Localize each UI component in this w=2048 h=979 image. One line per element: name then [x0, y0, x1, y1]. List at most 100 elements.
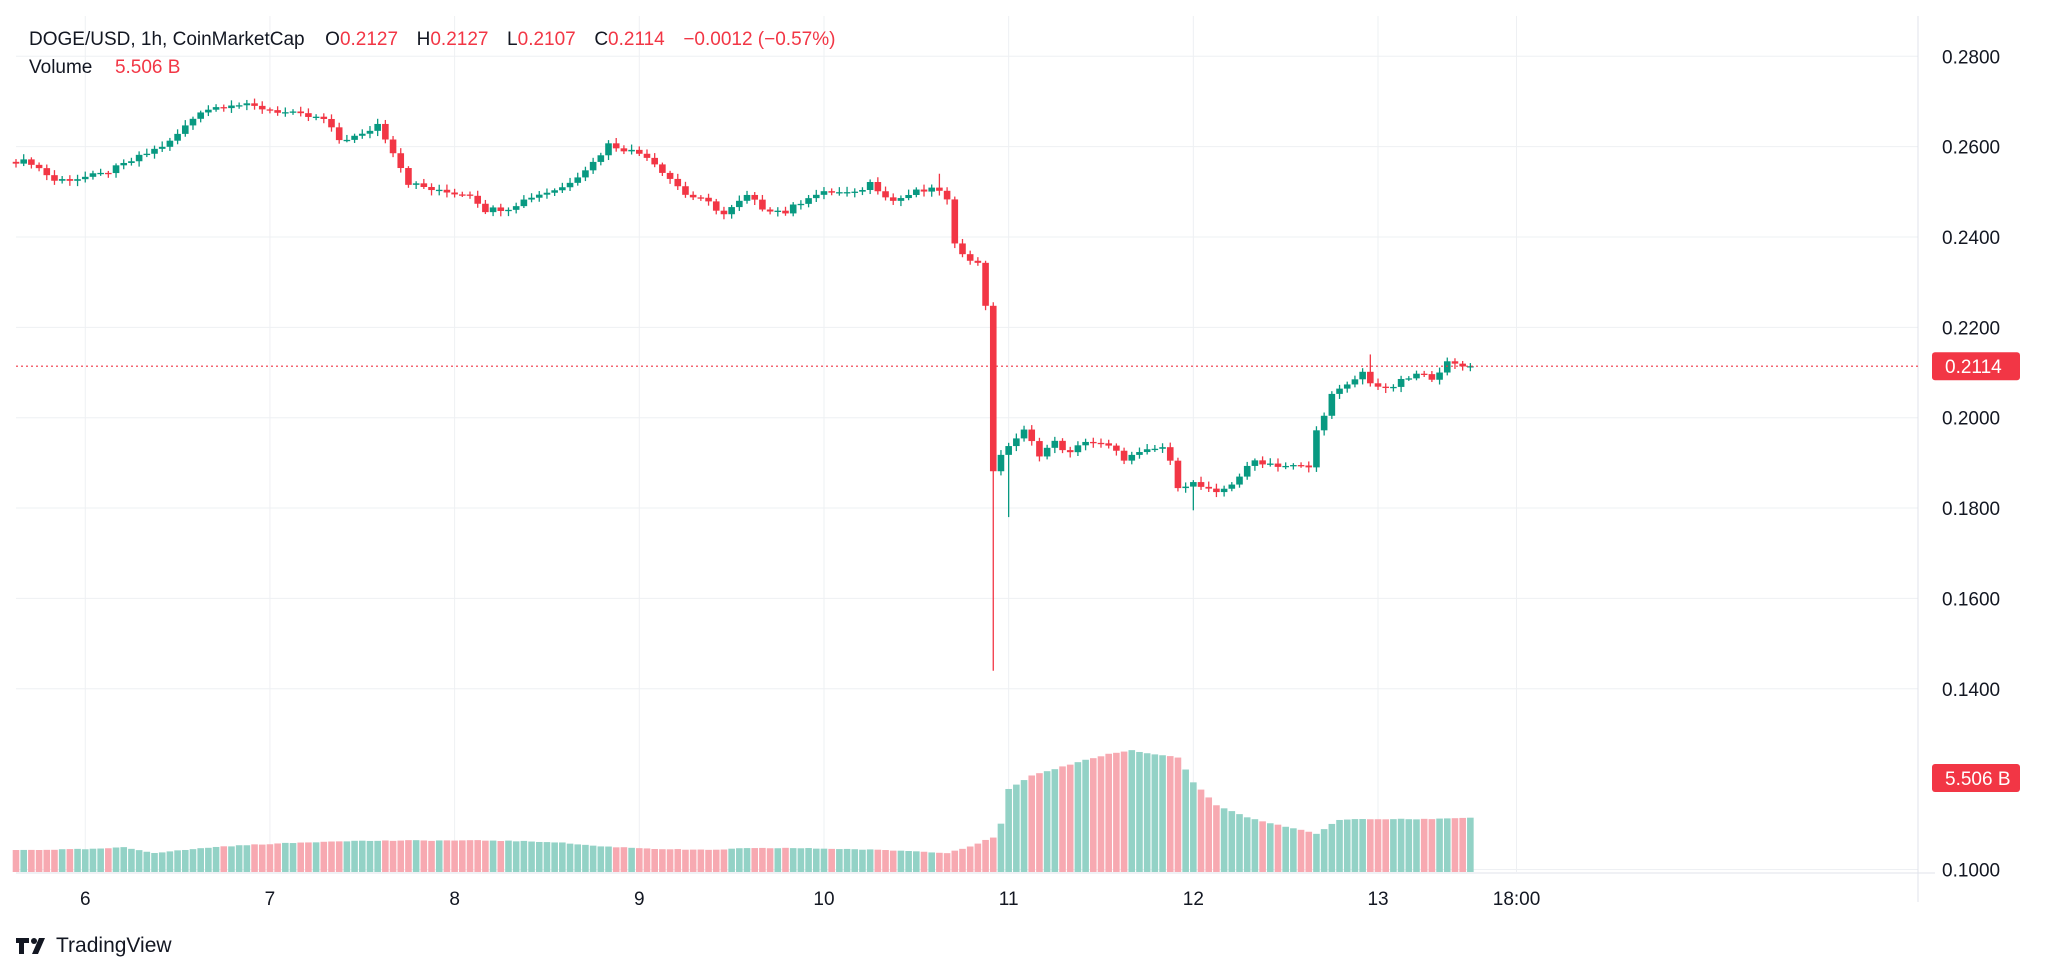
volume-bar [151, 852, 158, 872]
volume-bar [1297, 829, 1305, 872]
y-tick-label: 0.2600 [1942, 138, 2000, 159]
candle-body [297, 111, 305, 114]
volume-bar [1428, 819, 1436, 872]
volume-bars [12, 750, 1474, 872]
volume-bar [1005, 788, 1012, 872]
candle-body [1143, 449, 1151, 453]
candle-body [1128, 454, 1136, 461]
volume-bar [428, 840, 435, 872]
volume-bar [1097, 756, 1105, 872]
volume-bar [135, 850, 143, 872]
candle-body [736, 200, 743, 208]
candle-body [351, 135, 358, 140]
volume-bar [559, 842, 566, 872]
x-tick-label: 11 [999, 889, 1019, 910]
candle-body [951, 199, 959, 244]
candle-body [612, 143, 620, 149]
candle-body [551, 190, 558, 193]
volume-label[interactable]: Volume [29, 57, 93, 78]
candle-body [266, 109, 274, 111]
candle-body [1043, 447, 1051, 457]
volume-bar [882, 850, 889, 872]
volume-bar [913, 851, 920, 872]
candle-body [1305, 465, 1313, 468]
candle-body [628, 149, 635, 152]
tradingview-logo[interactable]: TradingView [16, 934, 172, 958]
volume-bar [374, 840, 381, 872]
volume-bar [1028, 775, 1036, 872]
candle-body [635, 149, 643, 154]
volume-bar [1420, 818, 1428, 872]
candle-body [1205, 486, 1213, 489]
volume-bar [66, 849, 74, 872]
volume-bar [651, 849, 658, 872]
volume-bar [43, 849, 51, 872]
candle-body [1359, 371, 1366, 380]
candle-body [974, 260, 982, 263]
candle-body [1059, 440, 1066, 451]
volume-bar [1236, 814, 1243, 872]
candle-body [405, 168, 412, 185]
volume-bar [289, 843, 297, 872]
volume-bar [1259, 821, 1266, 872]
candle-body [1097, 442, 1105, 445]
volume-bar [1336, 819, 1343, 872]
candle-body [1105, 443, 1112, 446]
volume-bar [258, 844, 266, 872]
volume-bar [35, 850, 43, 872]
candle-body [836, 192, 843, 194]
volume-bar [1436, 818, 1443, 872]
volume-bar [897, 850, 905, 872]
volume-bar [1282, 826, 1289, 872]
volume-bar [120, 847, 128, 872]
volume-bar [1343, 819, 1351, 872]
volume-bar [1290, 828, 1297, 872]
candle-body [97, 172, 104, 175]
volume-bar [543, 842, 551, 872]
candle-body [1351, 379, 1359, 385]
y-axis[interactable]: 0.2800 0.2600 0.2400 0.2200 0.2000 0.1800 0.16… [1932, 47, 2020, 882]
volume-bar [58, 849, 66, 872]
low-label: L [507, 29, 518, 50]
volume-bar [305, 842, 312, 872]
close-label: C [594, 29, 609, 50]
volume-bar [1405, 819, 1413, 872]
volume-bar [1228, 811, 1236, 872]
candle-body [1182, 486, 1189, 489]
candle-body [74, 179, 81, 181]
volume-bar [974, 843, 982, 872]
volume-bar [512, 841, 520, 872]
symbol-title[interactable]: DOGE/USD, 1h, CoinMarketCap [29, 29, 305, 50]
candle-body [1090, 441, 1097, 444]
high-value: 0.2127 [430, 29, 489, 50]
volume-bar [251, 844, 258, 872]
candle-body [1328, 393, 1336, 416]
volume-bar [643, 848, 651, 872]
candle-body [366, 130, 374, 134]
volume-bar [197, 848, 204, 872]
volume-bar [143, 851, 151, 872]
candle-body [643, 153, 651, 158]
candle-body [1367, 371, 1374, 384]
volume-bar [1266, 823, 1274, 872]
candle-body [1020, 429, 1028, 439]
volume-bar [1166, 756, 1174, 872]
candle-body [282, 112, 289, 114]
candle-body [828, 191, 835, 193]
y-tick-label: 0.2000 [1942, 409, 2000, 430]
x-axis[interactable]: 6 7 8 9 10 11 12 13 18:00 [80, 889, 1540, 910]
candle-body [112, 165, 120, 174]
volume-bar [1059, 766, 1066, 872]
x-tick-label: 18:00 [1493, 889, 1541, 910]
candle-body [89, 173, 97, 177]
volume-bar [505, 840, 512, 872]
candle-body [205, 109, 212, 113]
volume-bar [1243, 817, 1251, 872]
candle-body [212, 107, 220, 110]
candle-body [651, 157, 658, 165]
volume-bar [743, 848, 751, 872]
volume-bar [1351, 819, 1359, 872]
volume-bar [736, 848, 743, 872]
